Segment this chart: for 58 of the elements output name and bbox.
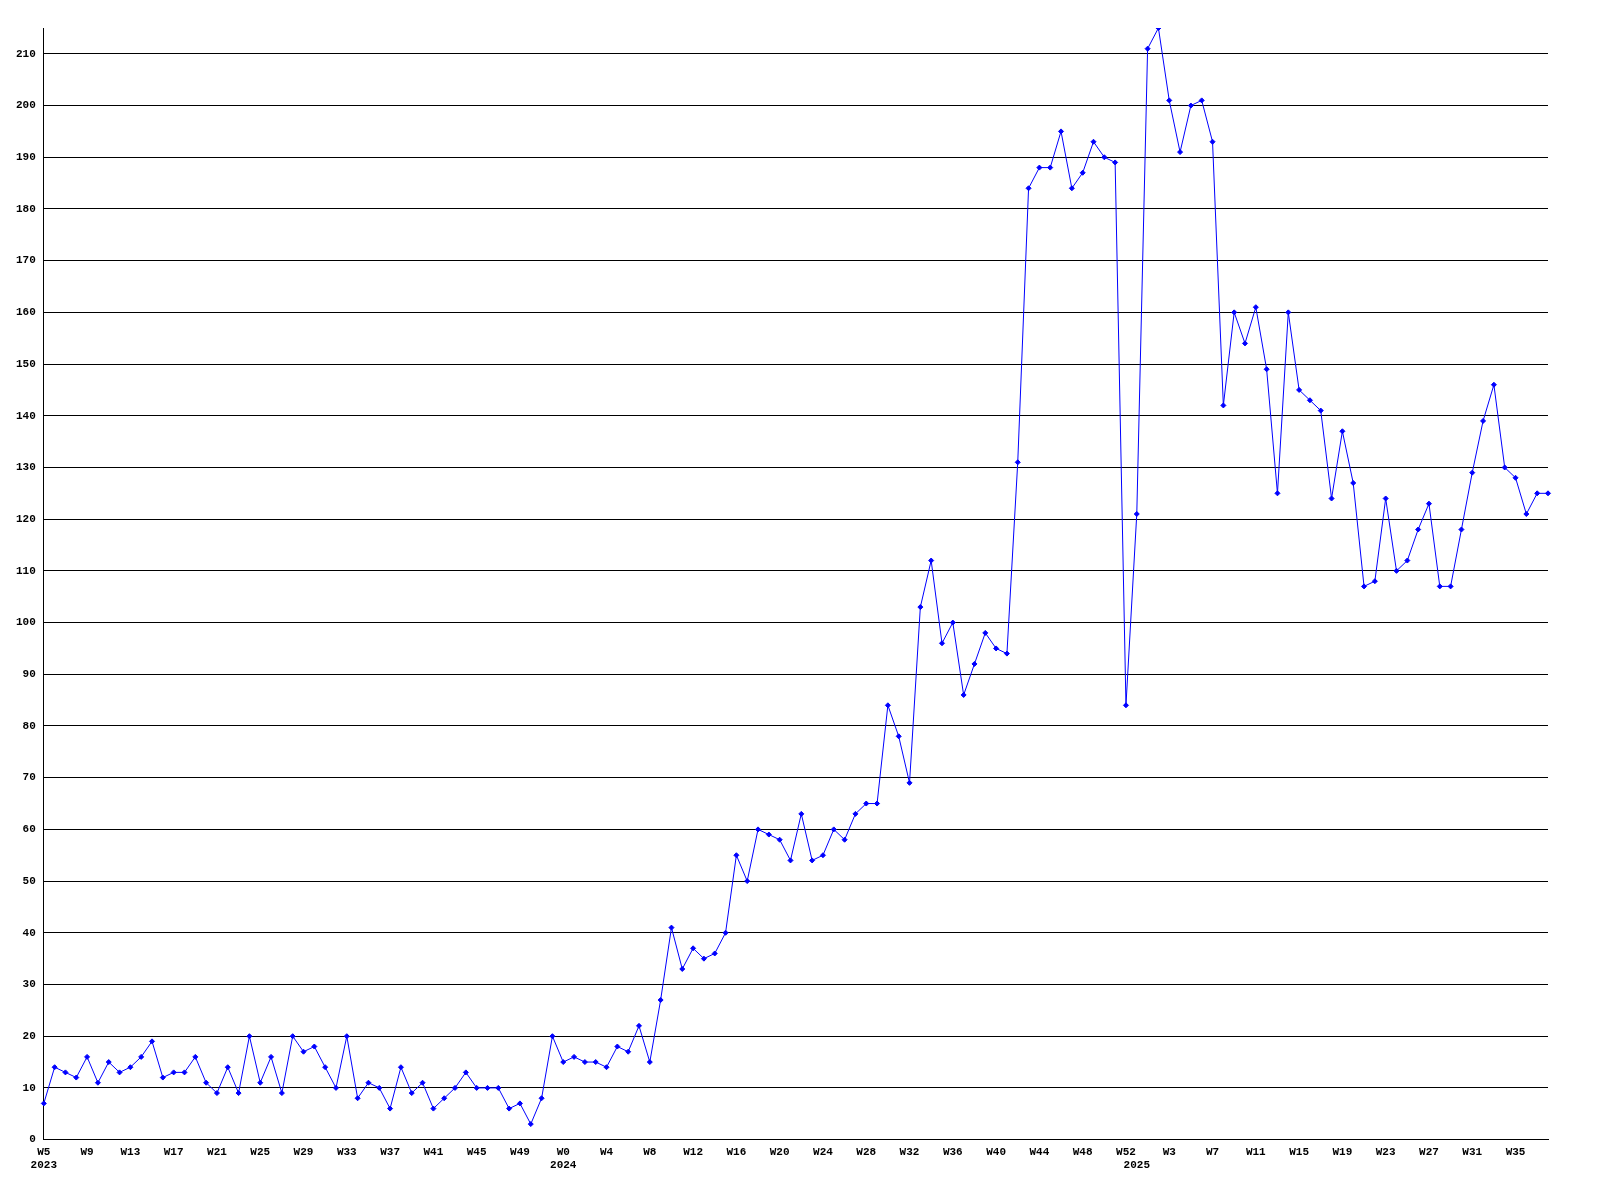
y-tick-label: 130 (15, 461, 36, 474)
x-tick-label: W24 (813, 1145, 834, 1158)
y-tick-label: 120 (15, 512, 36, 525)
x-tick-label: W9 (80, 1145, 94, 1158)
y-tick-label: 140 (15, 409, 36, 422)
x-tick-label: W32 (899, 1145, 920, 1158)
y-tick-label: 110 (15, 564, 36, 577)
y-tick-label: 160 (15, 306, 36, 319)
x-tick-label: W44 (1029, 1145, 1050, 1158)
y-tick-label: 100 (15, 616, 36, 629)
x-tick-label: W23 (1375, 1145, 1396, 1158)
y-tick-label: 20 (22, 1029, 36, 1042)
y-tick-label: 90 (22, 668, 36, 681)
x-tick-label: W37 (380, 1145, 400, 1158)
y-tick-label: 0 (29, 1133, 36, 1146)
x-tick-label: W4 (599, 1145, 614, 1158)
y-tick-label: 170 (15, 254, 36, 267)
x-tick-label: W52 (1116, 1145, 1136, 1158)
x-tick-label: W5 2023 (30, 1145, 58, 1172)
x-tick-label: W33 (336, 1145, 358, 1158)
x-tick-label: W11 (1245, 1145, 1267, 1158)
x-tick-label: W41 (423, 1145, 444, 1158)
x-tick-label: W15 (1289, 1145, 1310, 1158)
x-tick-label: W0 2024 (550, 1145, 577, 1172)
x-tick-label: W27 (1419, 1145, 1439, 1158)
x-tick-label: W12 (683, 1145, 703, 1158)
y-tick-label: 70 (22, 771, 36, 784)
y-tick-label: 10 (22, 1081, 36, 1094)
y-tick-label: 30 (22, 978, 36, 991)
x-tick-label: W48 (1072, 1145, 1093, 1158)
y-tick-label: 150 (15, 357, 36, 370)
x-tick-label: W36 (942, 1145, 963, 1158)
x-tick-label: W7 (1205, 1145, 1220, 1158)
y-tick-label: 50 (22, 874, 36, 887)
y-tick-label: 210 (15, 47, 36, 60)
x-tick-label: W17 (163, 1145, 184, 1158)
x-tick-label: W19 (1332, 1145, 1353, 1158)
x-tick-label: W16 (726, 1145, 747, 1158)
x-tick-label: W29 (293, 1145, 314, 1158)
x-tick-label: W21 (207, 1145, 228, 1158)
x-tick-label: W3 (1162, 1145, 1177, 1158)
x-tick-label: W49 (510, 1145, 530, 1158)
x-tick-label: W25 (250, 1145, 271, 1158)
x-tick-label: W35 (1505, 1145, 1526, 1158)
y-tick-label: 80 (22, 719, 36, 732)
y-tick-label: 40 (22, 926, 36, 939)
y-tick-label: 190 (15, 151, 36, 164)
x-tick-label: 2025 (1123, 1159, 1151, 1172)
y-tick-label: 180 (15, 202, 36, 215)
y-tick-label: 200 (15, 99, 36, 112)
x-tick-label: W28 (856, 1145, 877, 1158)
x-tick-label: W20 (769, 1145, 790, 1158)
x-tick-label: W45 (466, 1145, 487, 1158)
x-tick-label: W40 (986, 1145, 1007, 1158)
x-tick-label: W31 (1462, 1145, 1483, 1158)
y-tick-label: 60 (22, 823, 36, 836)
x-tick-label: W13 (120, 1145, 141, 1158)
x-tick-label: W8 (643, 1145, 657, 1158)
